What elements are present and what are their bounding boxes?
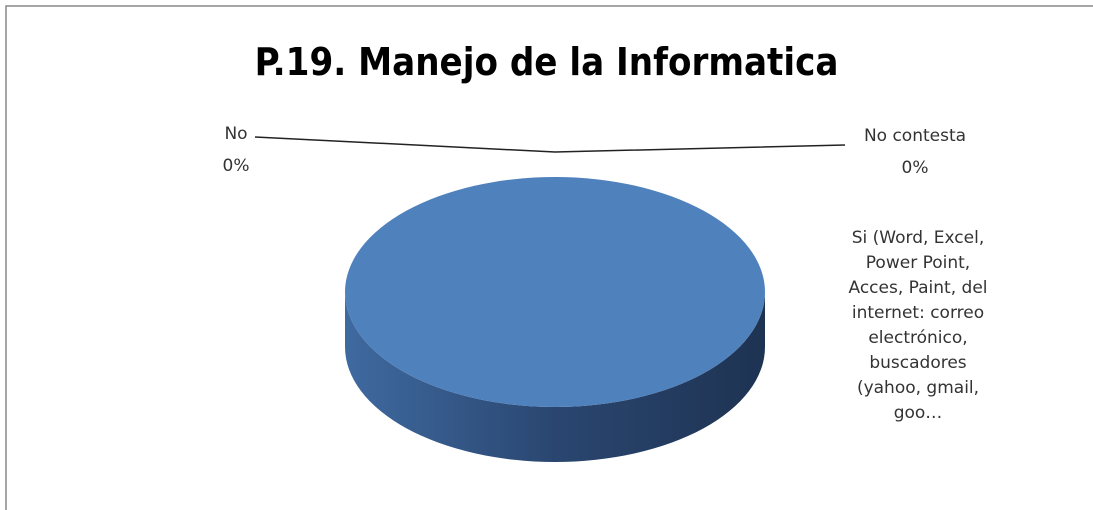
data-label-category: No contesta bbox=[863, 126, 967, 146]
pie-side bbox=[345, 292, 765, 462]
data-label-value: 0% bbox=[222, 156, 250, 176]
data-label-value: 0% bbox=[901, 158, 929, 178]
chart-title: P.19. Manejo de la Informatica bbox=[254, 40, 839, 84]
leader-lines bbox=[254, 136, 846, 153]
frame bbox=[5, 5, 1093, 510]
data-label-category: No bbox=[224, 124, 248, 144]
data-label-category: Si (Word, Excel, Power Point, Acces, Pai… bbox=[848, 228, 988, 423]
pie-slice bbox=[345, 177, 765, 407]
